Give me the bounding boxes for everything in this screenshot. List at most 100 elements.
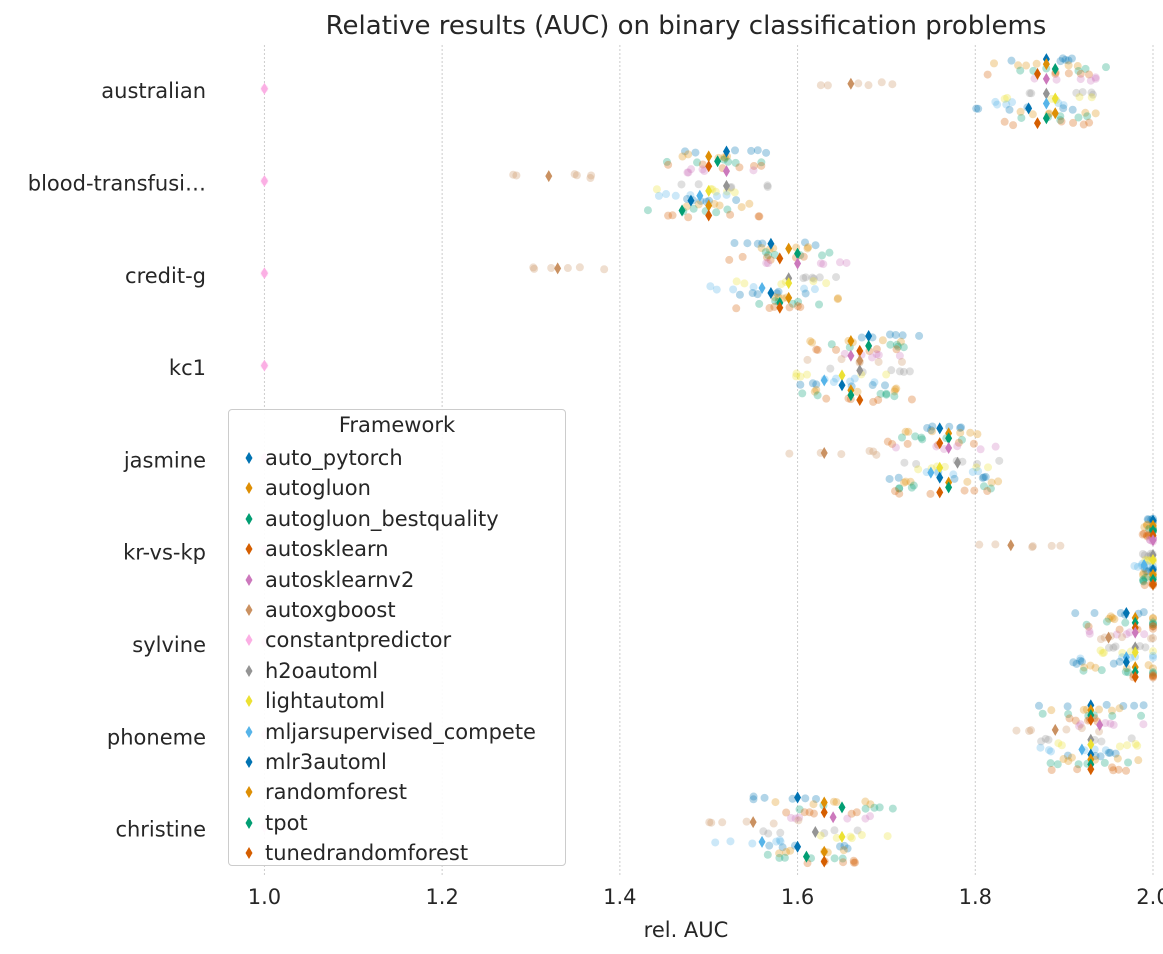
fold-point [738,252,747,261]
mean-marker [714,155,722,168]
mean-marker [802,850,810,863]
mean-marker [820,374,828,387]
fold-point [897,433,906,442]
mean-marker [1051,62,1059,75]
fold-point [878,336,887,345]
fold-point [1096,646,1105,655]
fold-point [780,853,789,862]
fold-point [876,389,885,398]
fold-point [983,70,992,79]
fold-point [1054,739,1063,748]
mean-marker [820,796,828,809]
fold-point [749,795,758,804]
mean-marker [722,179,730,192]
fold-point [812,385,821,394]
fold-point [833,295,842,304]
fold-point [687,165,696,174]
fold-point [1007,56,1016,65]
fold-point [883,437,892,446]
fold-point [812,794,821,803]
fold-point [706,282,715,291]
fold-point [981,472,990,481]
mean-marker [820,845,828,858]
mean-marker [856,394,864,407]
mean-marker [1122,606,1130,619]
fold-point [1077,657,1086,666]
legend-item: tpot [243,808,308,838]
fold-point [1081,64,1090,73]
fold-point [1074,66,1083,75]
fold-point [1085,629,1094,638]
fold-point [1027,726,1036,735]
fold-point [900,478,909,487]
fold-point [1017,113,1026,122]
fold-point [758,239,767,248]
mean-marker [820,446,828,459]
legend-item: autogluon [243,473,371,503]
fold-point [927,426,936,435]
fold-point [1076,720,1085,729]
fold-point [1072,659,1081,668]
fold-point [1111,642,1120,651]
fold-point [901,477,910,486]
fold-point [901,427,910,436]
fold-point [1139,576,1148,585]
fold-point [1085,118,1094,127]
mean-marker [1149,578,1157,591]
fold-point [743,239,752,248]
fold-point [1102,700,1111,709]
fold-point [1085,627,1094,636]
fold-point [1082,620,1091,629]
fold-point [1091,73,1100,82]
fold-point [956,423,965,432]
mean-marker [1149,534,1157,547]
mean-marker [847,77,855,90]
fold-point [1111,749,1120,758]
fold-point [803,244,812,253]
fold-point [787,813,796,822]
fold-point [1075,722,1084,731]
mean-marker [1042,72,1050,85]
fold-point [1141,573,1150,582]
mean-marker [1042,58,1050,71]
fold-point [776,837,785,846]
fold-point [1104,748,1113,757]
fold-point [793,302,802,311]
fold-point [954,438,963,447]
fold-point [1109,766,1118,775]
fold-point [969,439,978,448]
fold-point [712,192,721,201]
fold-point [837,355,846,364]
legend-marker-icon [245,725,253,738]
fold-point [909,481,918,490]
fold-point [1139,608,1148,617]
y-tick-label: kr-vs-kp [123,541,206,565]
fold-point [1028,110,1037,119]
fold-point [1025,89,1034,98]
legend-item: mljarsupervised_compete [243,717,536,747]
fold-point [891,385,900,394]
fold-point [907,395,916,404]
fold-point [1016,107,1025,116]
fold-point [1143,532,1152,541]
fold-point [801,238,810,247]
mean-marker [705,150,713,163]
mean-marker [1087,714,1095,727]
mean-marker [794,247,802,260]
fold-point [897,357,906,366]
fold-point [796,380,805,389]
fold-point [1074,113,1083,122]
fold-point [898,331,907,340]
fold-point [707,818,716,827]
fold-point [956,428,965,437]
mean-marker [1105,631,1113,644]
fold-point [973,430,982,439]
fold-point [972,104,981,113]
fold-point [1149,622,1157,631]
mean-marker [1033,117,1041,130]
fold-point [753,146,762,155]
fold-point [753,290,762,299]
legend-item: randomforest [243,777,407,807]
mean-marker [260,359,268,372]
fold-point [712,208,721,217]
